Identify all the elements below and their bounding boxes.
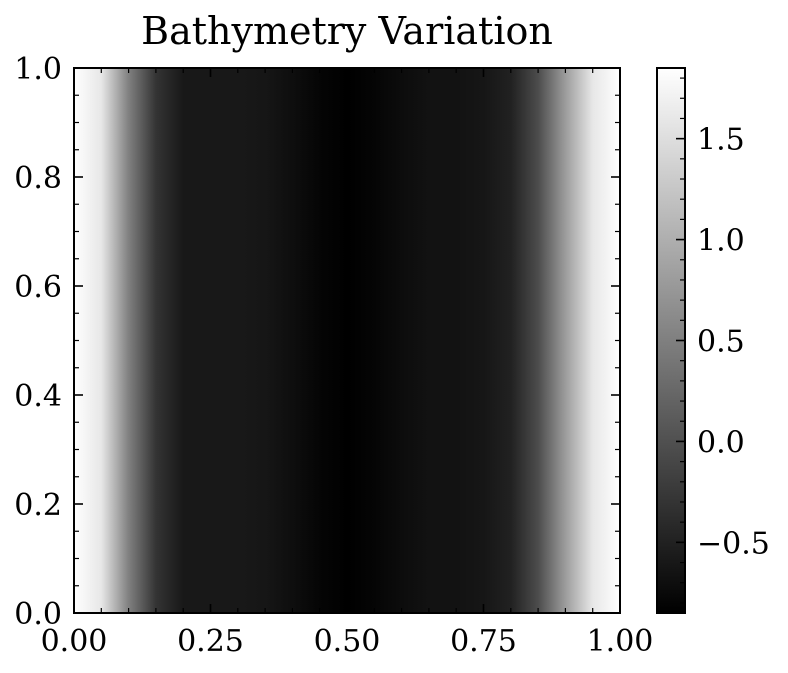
- x-tick-label: 1.00: [587, 624, 654, 659]
- y-tick-label: 0.4: [14, 379, 62, 414]
- y-tick-label: 1.0: [14, 52, 62, 87]
- y-tick-label: 0.6: [14, 270, 62, 305]
- chart-title: Bathymetry Variation: [141, 9, 553, 53]
- colorbar-tick-label: 0.0: [697, 425, 745, 460]
- colorbar-tick-labels: −0.5 0.0 0.5 1.0 1.5: [697, 123, 770, 562]
- x-tick-label: 0.75: [450, 624, 517, 659]
- y-tick-label: 0.8: [14, 161, 62, 196]
- plot-frame: [73, 67, 621, 614]
- x-tick-label: 0.25: [177, 624, 244, 659]
- y-tick-label: 0.2: [14, 488, 62, 523]
- x-tick-label: 0.00: [41, 624, 108, 659]
- colorbar-frame: [656, 67, 686, 614]
- y-tick-labels: 0.0 0.2 0.4 0.6 0.8 1.0: [14, 52, 62, 632]
- colorbar-tick-label: 1.0: [697, 224, 745, 259]
- colorbar-tick-label: 1.5: [697, 123, 745, 158]
- colorbar-tick-label: 0.5: [697, 325, 745, 360]
- x-tick-label: 0.50: [314, 624, 381, 659]
- heatmap-field: [74, 68, 620, 613]
- colorbar-tick-label: −0.5: [697, 526, 770, 561]
- x-tick-labels: 0.00 0.25 0.50 0.75 1.00: [41, 624, 654, 659]
- y-tick-label: 0.0: [14, 597, 62, 632]
